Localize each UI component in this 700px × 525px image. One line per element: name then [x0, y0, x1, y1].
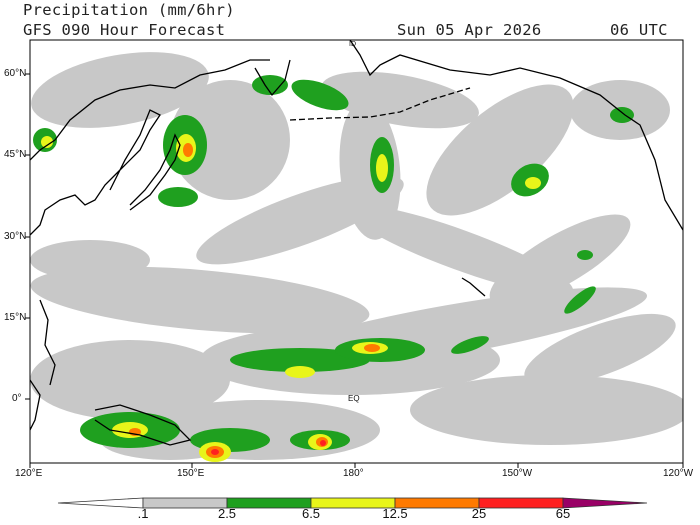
coastline-new-guinea — [94, 404, 192, 446]
valid-date: Sun 05 Apr 2026 — [397, 21, 542, 39]
dateline-label: ID — [349, 41, 356, 48]
forecast-label: GFS 090 Hour Forecast — [23, 21, 226, 39]
valid-time: 06 UTC — [610, 21, 668, 39]
light-precip-area — [30, 266, 370, 334]
moderate-precip-area — [610, 107, 634, 123]
very-heavy-precip-area — [364, 344, 380, 352]
lat-label-0: 0° — [12, 393, 22, 404]
lat-label-30n: 30°N — [4, 231, 27, 242]
lon-label-150e: 150°E — [177, 468, 205, 479]
lat-label-60n: 60°N — [4, 68, 27, 79]
lon-label-180: 180° — [343, 468, 364, 479]
light-precip-area — [196, 175, 404, 265]
map-frame — [29, 39, 684, 464]
light-precip-area — [30, 340, 230, 420]
coastline-borneo — [30, 379, 41, 431]
coastline-asia — [30, 59, 270, 236]
colorbar-label-12.5: 12.5 — [382, 506, 408, 521]
heavy-precip-area — [525, 177, 541, 189]
colorbar-label-65: 65 — [555, 506, 571, 521]
lat-label-15n: 15°N — [4, 312, 27, 323]
light-precip-area — [524, 313, 676, 387]
moderate-precip-area — [577, 250, 593, 260]
moderate-precip-area — [564, 286, 596, 314]
light-precip-area — [30, 240, 150, 280]
colorbar-segment — [478, 497, 564, 509]
coastline-japan — [129, 133, 181, 211]
colorbar-segment-below — [57, 497, 144, 509]
coastline-philippines — [39, 299, 56, 386]
lon-label-150w: 150°W — [502, 468, 533, 479]
hawaii-islands — [461, 277, 486, 297]
very-heavy-precip-area — [183, 143, 193, 157]
colorbar-segment-above — [562, 497, 648, 509]
heavy-precip-area — [376, 154, 388, 182]
light-precip-area — [170, 80, 290, 200]
light-precip-area — [347, 204, 573, 296]
moderate-precip-area — [230, 348, 370, 372]
light-precip-area — [426, 84, 574, 216]
moderate-precip-area — [291, 79, 349, 111]
moderate-precip-area — [252, 75, 288, 95]
equator-label: EQ — [348, 394, 360, 403]
colorbar-label-25: 25 — [471, 506, 487, 521]
colorbar-label-0.1: .1 — [137, 506, 149, 521]
moderate-precip-area — [158, 187, 198, 207]
light-precip-area — [410, 375, 683, 445]
coastline-kamchatka — [254, 59, 291, 97]
colorbar-label-2.5: 2.5 — [217, 506, 237, 521]
heavy-precip-area — [285, 366, 315, 378]
colorbar-label-6.5: 6.5 — [301, 506, 321, 521]
lon-label-120e: 120°E — [15, 468, 43, 479]
colorbar-segment — [226, 497, 312, 509]
colorbar-segment — [142, 497, 228, 509]
light-precip-area — [321, 71, 479, 129]
moderate-precip-area — [451, 336, 489, 354]
lon-label-120w: 120°W — [663, 468, 694, 479]
coastline-alaska — [349, 40, 683, 231]
map-title: Precipitation (mm/6hr) — [23, 1, 235, 19]
heavy-precip-area — [41, 136, 53, 148]
extreme-precip-area — [211, 449, 219, 455]
lat-label-45n: 45°N — [4, 149, 27, 160]
extreme-precip-area — [320, 440, 326, 446]
aleutian-islands — [289, 87, 471, 121]
